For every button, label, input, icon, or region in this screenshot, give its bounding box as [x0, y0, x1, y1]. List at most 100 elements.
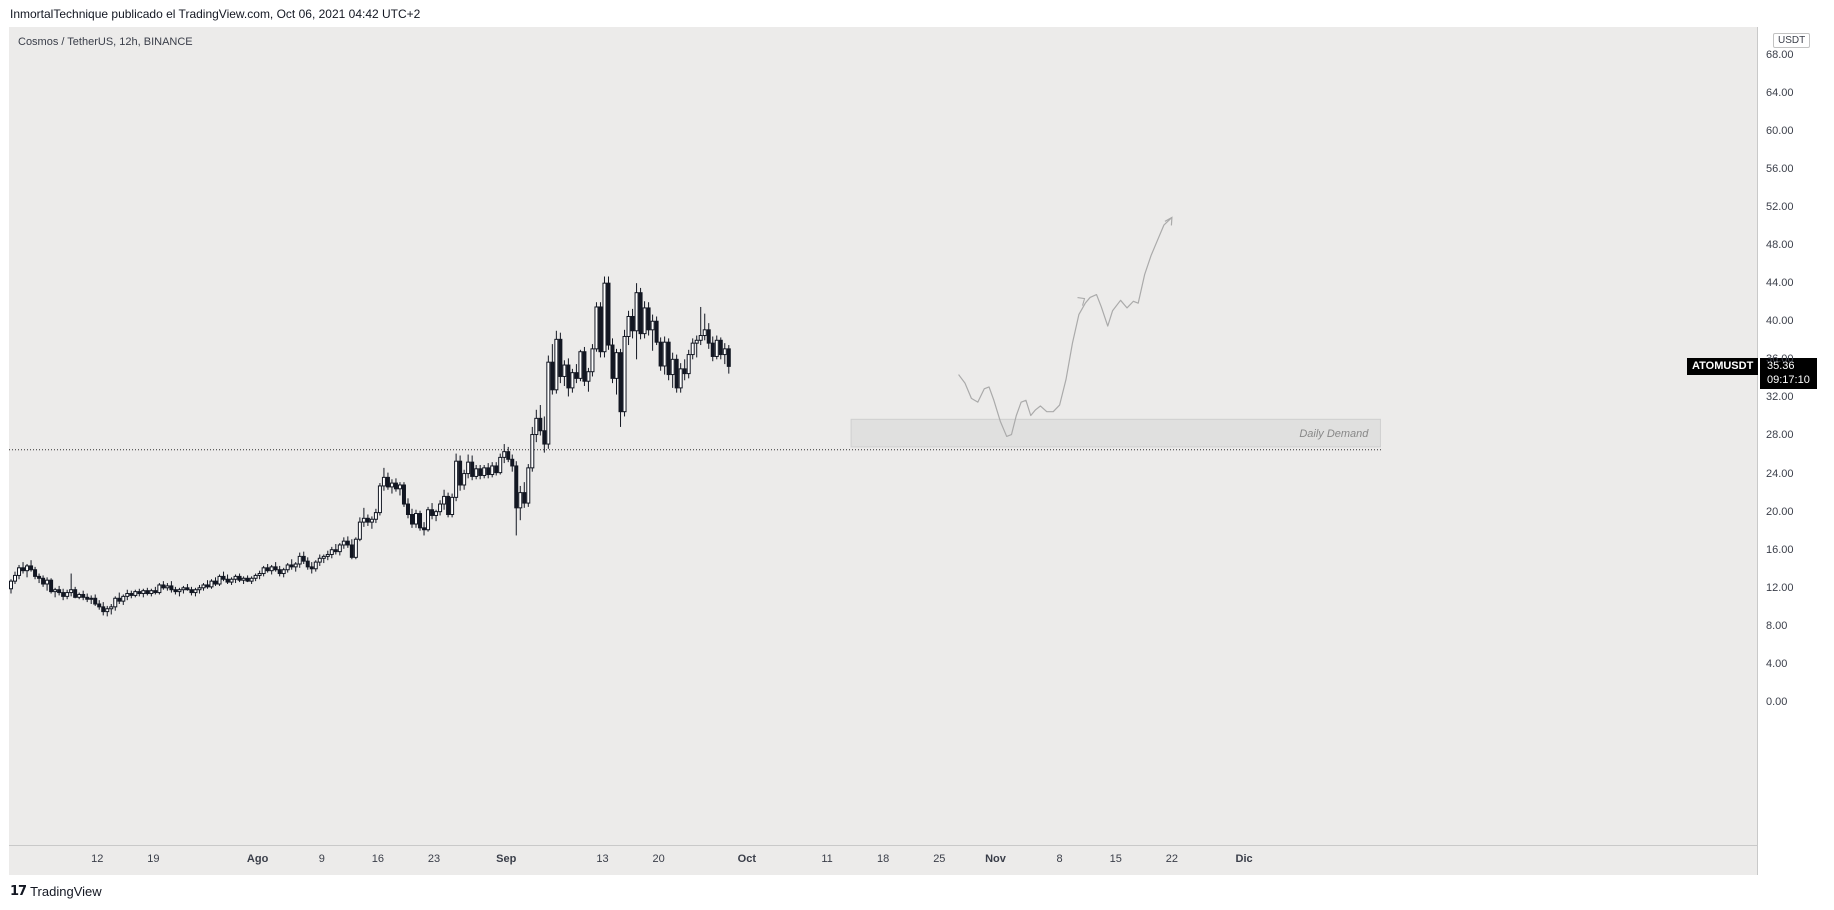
candle-body — [277, 569, 282, 575]
price-tick-label: 52.00 — [1766, 200, 1794, 213]
candle-body — [169, 585, 174, 591]
candle-body — [345, 540, 350, 546]
candle-body — [85, 596, 90, 600]
candle-body — [638, 292, 643, 335]
price-axis[interactable] — [1758, 27, 1834, 875]
candle-body — [317, 557, 322, 563]
candle-body — [325, 553, 330, 557]
candle-body — [690, 342, 695, 356]
candle-body — [205, 584, 210, 588]
candle-body — [141, 590, 146, 595]
candle-body — [197, 587, 202, 591]
candle-body — [281, 569, 286, 575]
candle-body — [181, 587, 186, 591]
candle-body — [189, 589, 194, 594]
candle-body — [482, 467, 487, 476]
candle-body — [245, 577, 250, 582]
candle-body — [97, 603, 102, 608]
price-tick-label: 0.00 — [1766, 696, 1788, 708]
candle-body — [329, 549, 334, 555]
time-axis-divider — [9, 845, 1758, 846]
candle-body — [490, 465, 495, 476]
candle-body — [558, 338, 563, 377]
candle-body — [442, 495, 447, 505]
projection-arrowhead — [1077, 297, 1086, 306]
candle-body — [562, 364, 567, 377]
candle-body — [550, 361, 555, 391]
price-tick-label: 60.00 — [1766, 124, 1794, 137]
candle-body — [73, 589, 78, 598]
candle-body — [666, 341, 671, 376]
candle-body — [41, 577, 46, 585]
candle-body — [418, 513, 423, 529]
price-tick-label: 56.00 — [1766, 162, 1794, 175]
candle-body — [646, 307, 651, 331]
price-tick-label: 20.00 — [1766, 505, 1794, 518]
candle-body — [570, 372, 575, 389]
ticker-price-tag: ATOMUSDT — [1687, 358, 1759, 376]
candle-body — [273, 566, 278, 571]
candle-body — [650, 320, 655, 331]
candle-body — [149, 590, 154, 595]
candle-body — [714, 339, 719, 357]
candle-body — [474, 468, 479, 477]
candle-body — [686, 354, 691, 375]
candle-body — [137, 591, 142, 595]
candle-body — [405, 503, 410, 516]
candle-body — [221, 575, 226, 580]
candle-body — [53, 589, 58, 593]
candle-body — [510, 458, 515, 467]
candle-body — [578, 351, 583, 379]
projection-path — [958, 217, 1173, 438]
footer-brand[interactable]: 𝟭𝟳 TradingView — [10, 883, 102, 899]
candle-body — [662, 341, 667, 367]
candle-body — [670, 358, 675, 376]
tradingview-logo-icon: 𝟭𝟳 — [10, 883, 27, 898]
candle-body — [209, 580, 214, 588]
candle-body — [129, 593, 134, 596]
candle-body — [285, 564, 290, 571]
candle-body — [365, 517, 370, 523]
candle-body — [17, 567, 22, 576]
candle-body — [133, 591, 138, 596]
candle-body — [518, 492, 523, 509]
time-tick-label: 16 — [371, 853, 385, 865]
candle-body — [630, 315, 635, 332]
candle-body — [361, 517, 366, 523]
candle-body — [594, 306, 599, 350]
candle-body — [430, 509, 435, 516]
candle-body — [702, 329, 707, 337]
candle-body — [301, 555, 306, 562]
candle-body — [313, 561, 318, 570]
candle-body — [574, 372, 579, 379]
time-tick-label: 23 — [427, 853, 441, 865]
candle-body — [173, 589, 178, 593]
candle-body — [410, 514, 414, 525]
candle-body — [478, 468, 483, 476]
candle-body — [369, 518, 374, 523]
candle-body — [93, 597, 98, 605]
candle-body — [530, 434, 535, 469]
candle-body — [253, 574, 258, 579]
candle-body — [458, 460, 463, 486]
candle-body — [710, 342, 715, 357]
symbol-title[interactable]: Cosmos / TetherUS, 12h, BINANCE — [18, 36, 193, 48]
candle-body — [602, 282, 607, 353]
candle-body — [9, 580, 13, 590]
bar-countdown: 09:17:10 — [1767, 374, 1810, 387]
candle-body — [682, 368, 687, 375]
time-axis[interactable] — [9, 846, 1758, 875]
candle-body — [125, 593, 130, 597]
candle-body — [61, 592, 66, 597]
candle-body — [598, 306, 603, 353]
candle-body — [241, 577, 246, 581]
candle-body — [385, 476, 390, 488]
price-tick-label: 64.00 — [1766, 86, 1794, 99]
projection-arrowhead — [1164, 216, 1173, 226]
candle-body — [249, 577, 254, 582]
candle-body — [466, 461, 471, 475]
candle-body — [177, 589, 182, 593]
candle-body — [201, 584, 206, 589]
candle-body — [373, 512, 378, 520]
currency-unit-badge[interactable]: USDT — [1773, 33, 1811, 48]
